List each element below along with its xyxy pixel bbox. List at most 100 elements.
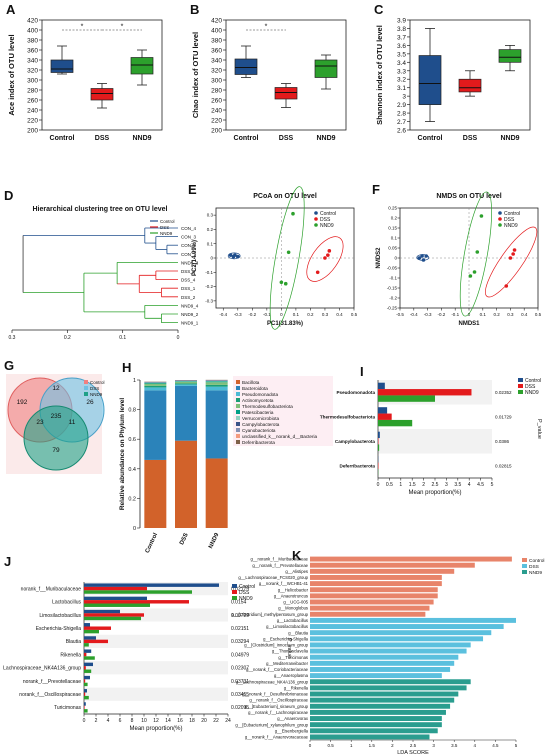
bar-nnd9 [84, 656, 95, 660]
p-value: 0.00729 [231, 613, 249, 619]
scatter-point-nnd9 [291, 211, 295, 216]
x-tick-label: 0 [309, 743, 312, 748]
lda-feature-label: g__UCG-005 [283, 600, 308, 605]
lda-bar-nnd9 [310, 679, 471, 685]
x-tick-label: -0.2 [248, 312, 256, 317]
row-label: Escherichia-Shigella [36, 626, 82, 632]
venn-count: 11 [69, 419, 76, 426]
scatter-point-dss [511, 252, 515, 256]
scatter-point-dss [315, 270, 320, 275]
legend-label: Actinomycetota [242, 398, 274, 403]
plot-frame [225, 19, 347, 131]
x-axis-label: LDA SCORE [397, 750, 429, 756]
legend-label: NND9 [529, 570, 542, 576]
x-tick-label: 18 [189, 718, 195, 724]
x-tick-label: 4.5 [477, 482, 484, 488]
bar-nnd9 [84, 682, 88, 687]
bar-dss [378, 413, 392, 420]
p-value: 0.02095 [231, 705, 249, 711]
x-tick-label: 14 [165, 718, 171, 724]
stacked-segment [175, 383, 197, 385]
leaf-label: NND9_2 [181, 312, 199, 317]
legend-label: Bacteroidota [242, 386, 268, 391]
significance-label: * [121, 24, 124, 31]
leaf-label: CON_3 [181, 235, 197, 240]
y-tick-label: 200 [211, 128, 222, 135]
y-tick-label: 2.7 [397, 119, 406, 126]
x-tick-label: -0.1 [451, 312, 459, 317]
y-tick-label: 0.1 [391, 236, 398, 241]
bar-nnd9 [84, 629, 99, 634]
y-tick-label: 320 [211, 68, 222, 75]
p-value: 0.02815 [495, 464, 512, 469]
x-tick-label: 6 [119, 718, 122, 724]
lda-bar-control [310, 581, 442, 587]
bar-control [84, 609, 120, 614]
row-band [378, 429, 492, 454]
y-tick-label: 3.6 [397, 43, 406, 50]
legend-marker-control [314, 211, 318, 215]
significance-label: * [265, 24, 268, 31]
x-tick-label: 0.3 [9, 335, 16, 341]
x-axis-label: Mean proportion(%) [408, 490, 461, 496]
bar-control [378, 407, 388, 414]
x-tick-label: 5 [515, 743, 518, 748]
legend-marker-nnd9 [314, 223, 318, 227]
bar-control [84, 583, 219, 587]
scatter-point-nnd9 [468, 274, 473, 278]
bar-dss [84, 600, 189, 604]
x-tick-label: -0.2 [438, 312, 446, 317]
y-tick-label: 380 [211, 38, 222, 45]
y-tick-label: 0.2 [128, 496, 136, 502]
lda-bar-dss [310, 617, 516, 623]
legend-label: Control [160, 219, 175, 224]
y-tick-label: 220 [211, 118, 222, 125]
x-tick-label: 0 [468, 312, 471, 317]
scatter-point-control [235, 254, 240, 259]
legend-label: unclassified_k__norank_d__Bacteria [242, 434, 318, 439]
x-tick-label: NND9 [132, 135, 151, 142]
y-tick-label: -0.05 [387, 266, 398, 271]
x-tick-label: 0.4 [521, 312, 528, 317]
panel-letter: B [190, 2, 199, 17]
x-tick-label: 2.5 [410, 743, 417, 748]
x-tick-label: 0.5 [386, 482, 393, 488]
panel-letter: F [372, 182, 380, 197]
lda-feature-label: g__Blautia [288, 630, 308, 635]
y-axis-label: NMDS2 [376, 247, 382, 269]
panel-b: B 200 220 240 260 280 300 320 340 360 380 400 420 Cha… [190, 2, 347, 142]
x-tick-label: 12 [153, 718, 159, 724]
row-band [84, 661, 228, 675]
lda-feature-label: g__Escherichia-Shigella [263, 636, 309, 641]
row-label: Limosilactobacillus [39, 613, 81, 619]
venn-circle-nnd9 [23, 405, 89, 471]
lda-bar-control [310, 605, 430, 611]
lda-feature-label: g__[Eubacterium]_siraeum_group [245, 704, 309, 709]
x-tick-label: 4 [468, 482, 471, 488]
x-tick-label: 3 [432, 743, 435, 748]
scatter-point-dss [504, 284, 509, 288]
legend-label: NND9 [160, 231, 173, 236]
x-tick-label: NND9 [316, 135, 335, 142]
confidence-ellipse-control [227, 252, 241, 260]
panel-c: C 2.6 2.72.8 2.93 3.13.2 3.33.4 3.53.6 3.73.83.… [374, 2, 531, 142]
x-tick-label: 0.4 [336, 312, 343, 317]
box-control [418, 55, 442, 105]
legend-marker-dss [498, 217, 502, 221]
scatter-point-dss [326, 253, 330, 257]
lda-bar-dss [310, 630, 492, 636]
legend-label: NND9 [504, 223, 518, 229]
legend-marker-nnd9 [498, 223, 502, 227]
x-tick-label: 3 [445, 482, 448, 488]
panel-letter: D [4, 188, 13, 203]
lda-bar-dss [310, 624, 504, 629]
bar-control [378, 431, 380, 439]
lda-bar-nnd9 [310, 709, 446, 715]
y-axis-label: Shannon index of OTU level [375, 25, 384, 125]
leaf-label: DSS_1 [181, 286, 196, 291]
panel-letter: A [6, 2, 16, 17]
stacked-segment [144, 387, 167, 391]
lda-feature-label: g__Anaeroplasma [274, 673, 309, 678]
x-tick-label: 3.5 [454, 482, 461, 488]
